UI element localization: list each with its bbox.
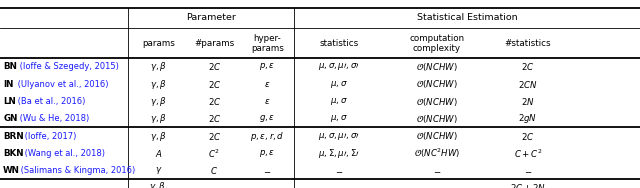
Text: (Ba et al., 2016): (Ba et al., 2016) xyxy=(15,97,86,106)
Text: $2C$: $2C$ xyxy=(207,96,221,107)
Text: $p, \epsilon$: $p, \epsilon$ xyxy=(259,61,275,72)
Text: $-$: $-$ xyxy=(335,166,343,175)
Text: $C+C^2$: $C+C^2$ xyxy=(514,147,542,160)
Text: $\gamma$: $\gamma$ xyxy=(155,165,162,176)
Text: $2C+2N$
$+2CN$: $2C+2N$ $+2CN$ xyxy=(510,182,546,188)
Text: #params: #params xyxy=(195,39,234,48)
Text: $2C$: $2C$ xyxy=(521,131,535,142)
Text: $-$: $-$ xyxy=(433,166,441,175)
Text: $\gamma, \beta$: $\gamma, \beta$ xyxy=(150,112,167,125)
Text: $p, \epsilon, r, d$: $p, \epsilon, r, d$ xyxy=(250,130,284,143)
Text: (Ioffe & Szegedy, 2015): (Ioffe & Szegedy, 2015) xyxy=(17,62,119,71)
Text: Parameter: Parameter xyxy=(186,13,236,22)
Text: $A$: $A$ xyxy=(154,148,163,159)
Text: $\epsilon$: $\epsilon$ xyxy=(264,80,270,89)
Text: (Wang et al., 2018): (Wang et al., 2018) xyxy=(22,149,106,158)
Text: params: params xyxy=(142,39,175,48)
Text: $\mathcal{O}(NC^2HW)$: $\mathcal{O}(NC^2HW)$ xyxy=(413,147,460,160)
Text: $\mathcal{O}(NCHW)$: $\mathcal{O}(NCHW)$ xyxy=(416,61,458,73)
Text: $2C$: $2C$ xyxy=(521,61,535,72)
Text: IN: IN xyxy=(3,80,13,89)
Text: LN: LN xyxy=(3,97,16,106)
Text: $2C$: $2C$ xyxy=(207,79,221,90)
Text: Statistical Estimation: Statistical Estimation xyxy=(417,13,518,22)
Text: $C^2$: $C^2$ xyxy=(209,147,220,160)
Text: $\mu, \sigma$: $\mu, \sigma$ xyxy=(330,113,348,124)
Text: $\mu, \sigma$: $\mu, \sigma$ xyxy=(330,79,348,90)
Text: $\gamma, \beta,$
$\{w_k\}_{k\in\Omega}$: $\gamma, \beta,$ $\{w_k\}_{k\in\Omega}$ xyxy=(139,180,178,188)
Text: #statistics: #statistics xyxy=(505,39,551,48)
Text: (Ioffe, 2017): (Ioffe, 2017) xyxy=(22,132,77,141)
Text: $p, \epsilon$: $p, \epsilon$ xyxy=(259,148,275,159)
Text: BKN: BKN xyxy=(3,149,24,158)
Text: (Ulyanov et al., 2016): (Ulyanov et al., 2016) xyxy=(15,80,109,89)
Text: $\mathcal{O}(NCHW)$: $\mathcal{O}(NCHW)$ xyxy=(416,78,458,90)
Text: $2CN$: $2CN$ xyxy=(518,79,538,90)
Text: $-$: $-$ xyxy=(263,166,271,175)
Text: $\gamma, \beta$: $\gamma, \beta$ xyxy=(150,130,167,143)
Text: (Salimans & Kingma, 2016): (Salimans & Kingma, 2016) xyxy=(18,166,135,175)
Text: $2C$: $2C$ xyxy=(207,131,221,142)
Text: $-$: $-$ xyxy=(524,166,532,175)
Text: $\mathcal{O}(NCHW)$: $\mathcal{O}(NCHW)$ xyxy=(416,113,458,125)
Text: $\mu, \sigma, \mu\prime, \sigma\prime$: $\mu, \sigma, \mu\prime, \sigma\prime$ xyxy=(318,131,360,142)
Text: $2N$: $2N$ xyxy=(521,96,535,107)
Text: BN: BN xyxy=(3,62,17,71)
Text: statistics: statistics xyxy=(319,39,359,48)
Text: computation
complexity: computation complexity xyxy=(409,33,465,53)
Text: hyper-
params: hyper- params xyxy=(251,33,284,53)
Text: $2C$: $2C$ xyxy=(207,113,221,124)
Text: $2C$: $2C$ xyxy=(207,61,221,72)
Text: BRN: BRN xyxy=(3,132,24,141)
Text: WN: WN xyxy=(3,166,20,175)
Text: $g, \epsilon$: $g, \epsilon$ xyxy=(259,113,275,124)
Text: $\gamma, \beta$: $\gamma, \beta$ xyxy=(150,78,167,91)
Text: $C$: $C$ xyxy=(211,165,218,176)
Text: $\mu, \sigma, \mu\prime, \sigma\prime$: $\mu, \sigma, \mu\prime, \sigma\prime$ xyxy=(318,61,360,72)
Text: $\mathcal{O}(NCHW)$: $\mathcal{O}(NCHW)$ xyxy=(416,130,458,142)
Text: $\mu, \Sigma, \mu\prime, \Sigma\prime$: $\mu, \Sigma, \mu\prime, \Sigma\prime$ xyxy=(318,147,360,160)
Text: $\gamma, \beta$: $\gamma, \beta$ xyxy=(150,60,167,74)
Text: $\mathcal{O}(NCHW)$: $\mathcal{O}(NCHW)$ xyxy=(416,96,458,108)
Text: $2gN$: $2gN$ xyxy=(518,112,538,125)
Text: $\mu, \sigma$: $\mu, \sigma$ xyxy=(330,96,348,107)
Text: $\epsilon$: $\epsilon$ xyxy=(264,97,270,106)
Text: GN: GN xyxy=(3,114,17,123)
Text: $\{\mu_k, \sigma_k\}_{k\in\Omega}$: $\{\mu_k, \sigma_k\}_{k\in\Omega}$ xyxy=(314,187,365,188)
Text: (Wu & He, 2018): (Wu & He, 2018) xyxy=(17,114,89,123)
Text: $\gamma, \beta$: $\gamma, \beta$ xyxy=(150,95,167,108)
